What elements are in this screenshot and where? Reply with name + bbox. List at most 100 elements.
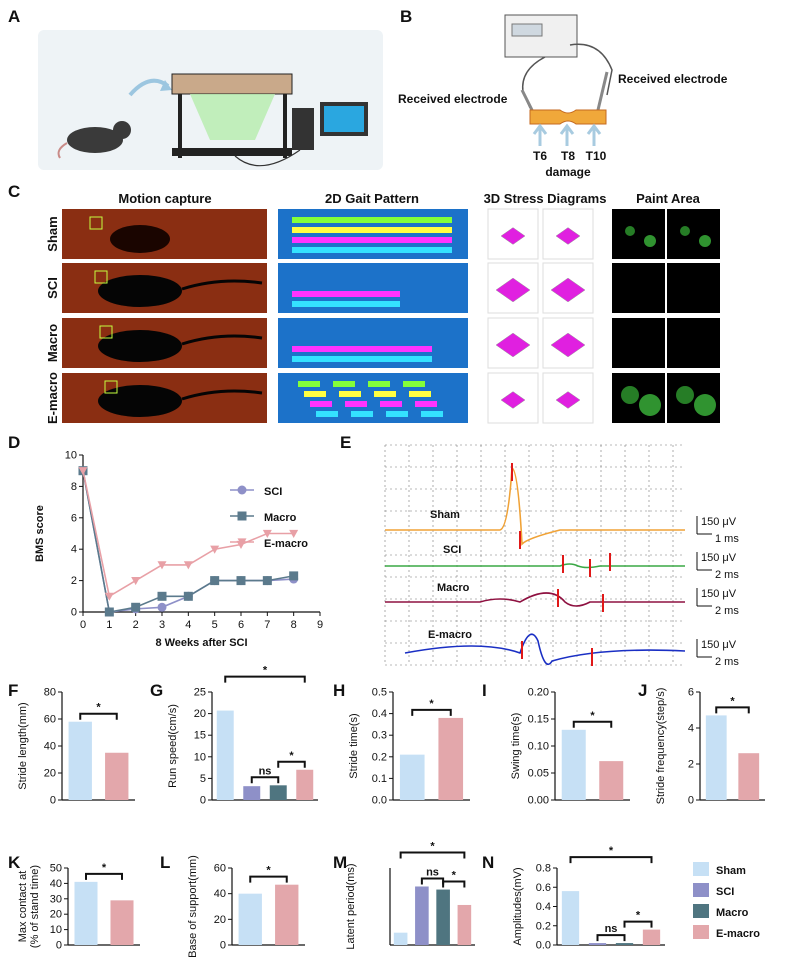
legend-label: Macro [716, 907, 749, 919]
point [236, 576, 246, 586]
column-title: 3D Stress Diagrams [484, 191, 607, 206]
screen [324, 106, 364, 132]
y-tick-label: 30 [50, 893, 62, 905]
y-tick-label: 0.1 [372, 773, 387, 785]
stress-plane [550, 277, 586, 303]
paint-blob [639, 394, 661, 416]
column-title: Paint Area [636, 191, 701, 206]
significance-bracket [715, 706, 750, 714]
x-tick-label: 0 [80, 619, 86, 631]
y-tick-label: 0 [56, 940, 62, 952]
point [157, 591, 167, 601]
panel-letter: H [333, 681, 345, 700]
legend-swatch [693, 862, 709, 876]
scale-label: 2 ms [715, 656, 739, 668]
y-tick-label: 4 [71, 544, 77, 556]
bar [738, 753, 760, 800]
y-tick-label: 0 [50, 795, 56, 807]
y-tick-label: 20 [214, 914, 226, 926]
paint-blob [694, 394, 716, 416]
x-tick-label: 4 [185, 619, 191, 631]
gait-bar [339, 391, 361, 397]
y-tick-label: 0.2 [372, 751, 387, 763]
y-axis-label: BMS score [34, 505, 46, 562]
electrode [520, 89, 534, 111]
x-tick-label: 9 [317, 619, 323, 631]
legend-marker [237, 511, 247, 521]
panel-c: Sham SCI Macro E-macro [45, 208, 720, 424]
y-axis-label: Base of support(mm) [187, 855, 199, 958]
bar [216, 710, 234, 800]
significance-label: * [590, 710, 595, 722]
scale-label: 1 ms [715, 533, 739, 545]
scale-label: 2 ms [715, 605, 739, 617]
legend-label: SCI [716, 886, 734, 898]
panel-e: Sham 150 μV 1 ms SCI 150 μV 2 ms Macro 150 μV 2 … [384, 444, 739, 668]
tracking-box [89, 216, 103, 230]
significance-bracket [250, 776, 280, 784]
y-tick-label: 40 [44, 741, 56, 753]
scale-label: 150 μV [701, 516, 737, 528]
legend-label: E-macro [264, 538, 308, 550]
y-tick-label: 0.15 [528, 714, 549, 726]
gait-bar [380, 401, 402, 407]
significance-bracket [442, 880, 466, 888]
significance-bracket [569, 856, 653, 864]
stress-plane [555, 227, 581, 245]
computer-tower [292, 108, 314, 150]
legend-label: Macro [264, 512, 297, 524]
y-axis-label: Amplitudes(mV) [512, 867, 524, 945]
y-axis-label: Latent period(ms) [345, 863, 357, 949]
point [183, 561, 193, 570]
gait-bar [415, 401, 437, 407]
stress-plane [555, 391, 581, 409]
significance-label: * [609, 845, 614, 857]
point [289, 529, 299, 538]
y-tick-label: 8 [71, 481, 77, 493]
paint-image [612, 263, 665, 313]
charts: 0 2 4 6 8 10 BMS score 0 1 2 3 4 5 6 7 8 9 8 Weeks after … [17, 450, 765, 958]
damage-label: damage [545, 165, 591, 179]
bar [415, 886, 429, 945]
paint-blob [621, 386, 639, 404]
stress-plane [500, 391, 526, 409]
x-axis-label: 8 Weeks after SCI [155, 637, 247, 649]
scale-label: 2 ms [715, 569, 739, 581]
tracking-box [94, 270, 108, 284]
paint-blob [680, 226, 690, 236]
point [104, 592, 114, 601]
gait-bar [386, 411, 408, 417]
legend-label: E-macro [716, 928, 760, 940]
y-tick-label: 20 [50, 909, 62, 921]
bar [438, 717, 464, 800]
significance-label: ns [605, 923, 618, 935]
significance-label: * [289, 750, 294, 762]
significance-bracket [623, 920, 653, 928]
significance-bracket [249, 875, 288, 883]
paint-blob [644, 235, 656, 247]
x-tick-label: 7 [264, 619, 270, 631]
panel-letter: A [8, 7, 20, 26]
y-tick-label: 0.5 [372, 687, 387, 699]
y-tick-label: 0.0 [372, 795, 387, 807]
trace [404, 633, 686, 666]
platform-top [171, 73, 293, 95]
point [104, 607, 114, 617]
point [78, 467, 88, 476]
panel-letter: C [8, 182, 20, 201]
point [262, 529, 272, 538]
bar [615, 943, 634, 945]
mouse-tail [181, 279, 263, 291]
mouse-silhouette [98, 385, 182, 417]
stress-plane [495, 332, 531, 358]
y-tick-label: 50 [50, 863, 62, 875]
gait-bar [304, 391, 326, 397]
significance-label: * [452, 870, 457, 882]
significance-bracket [596, 934, 626, 942]
x-tick-label: 1 [106, 619, 112, 631]
significance-label: * [730, 695, 735, 707]
panel-letter: E [340, 433, 351, 452]
significance-bracket [277, 760, 306, 768]
gait-bar [351, 411, 373, 417]
